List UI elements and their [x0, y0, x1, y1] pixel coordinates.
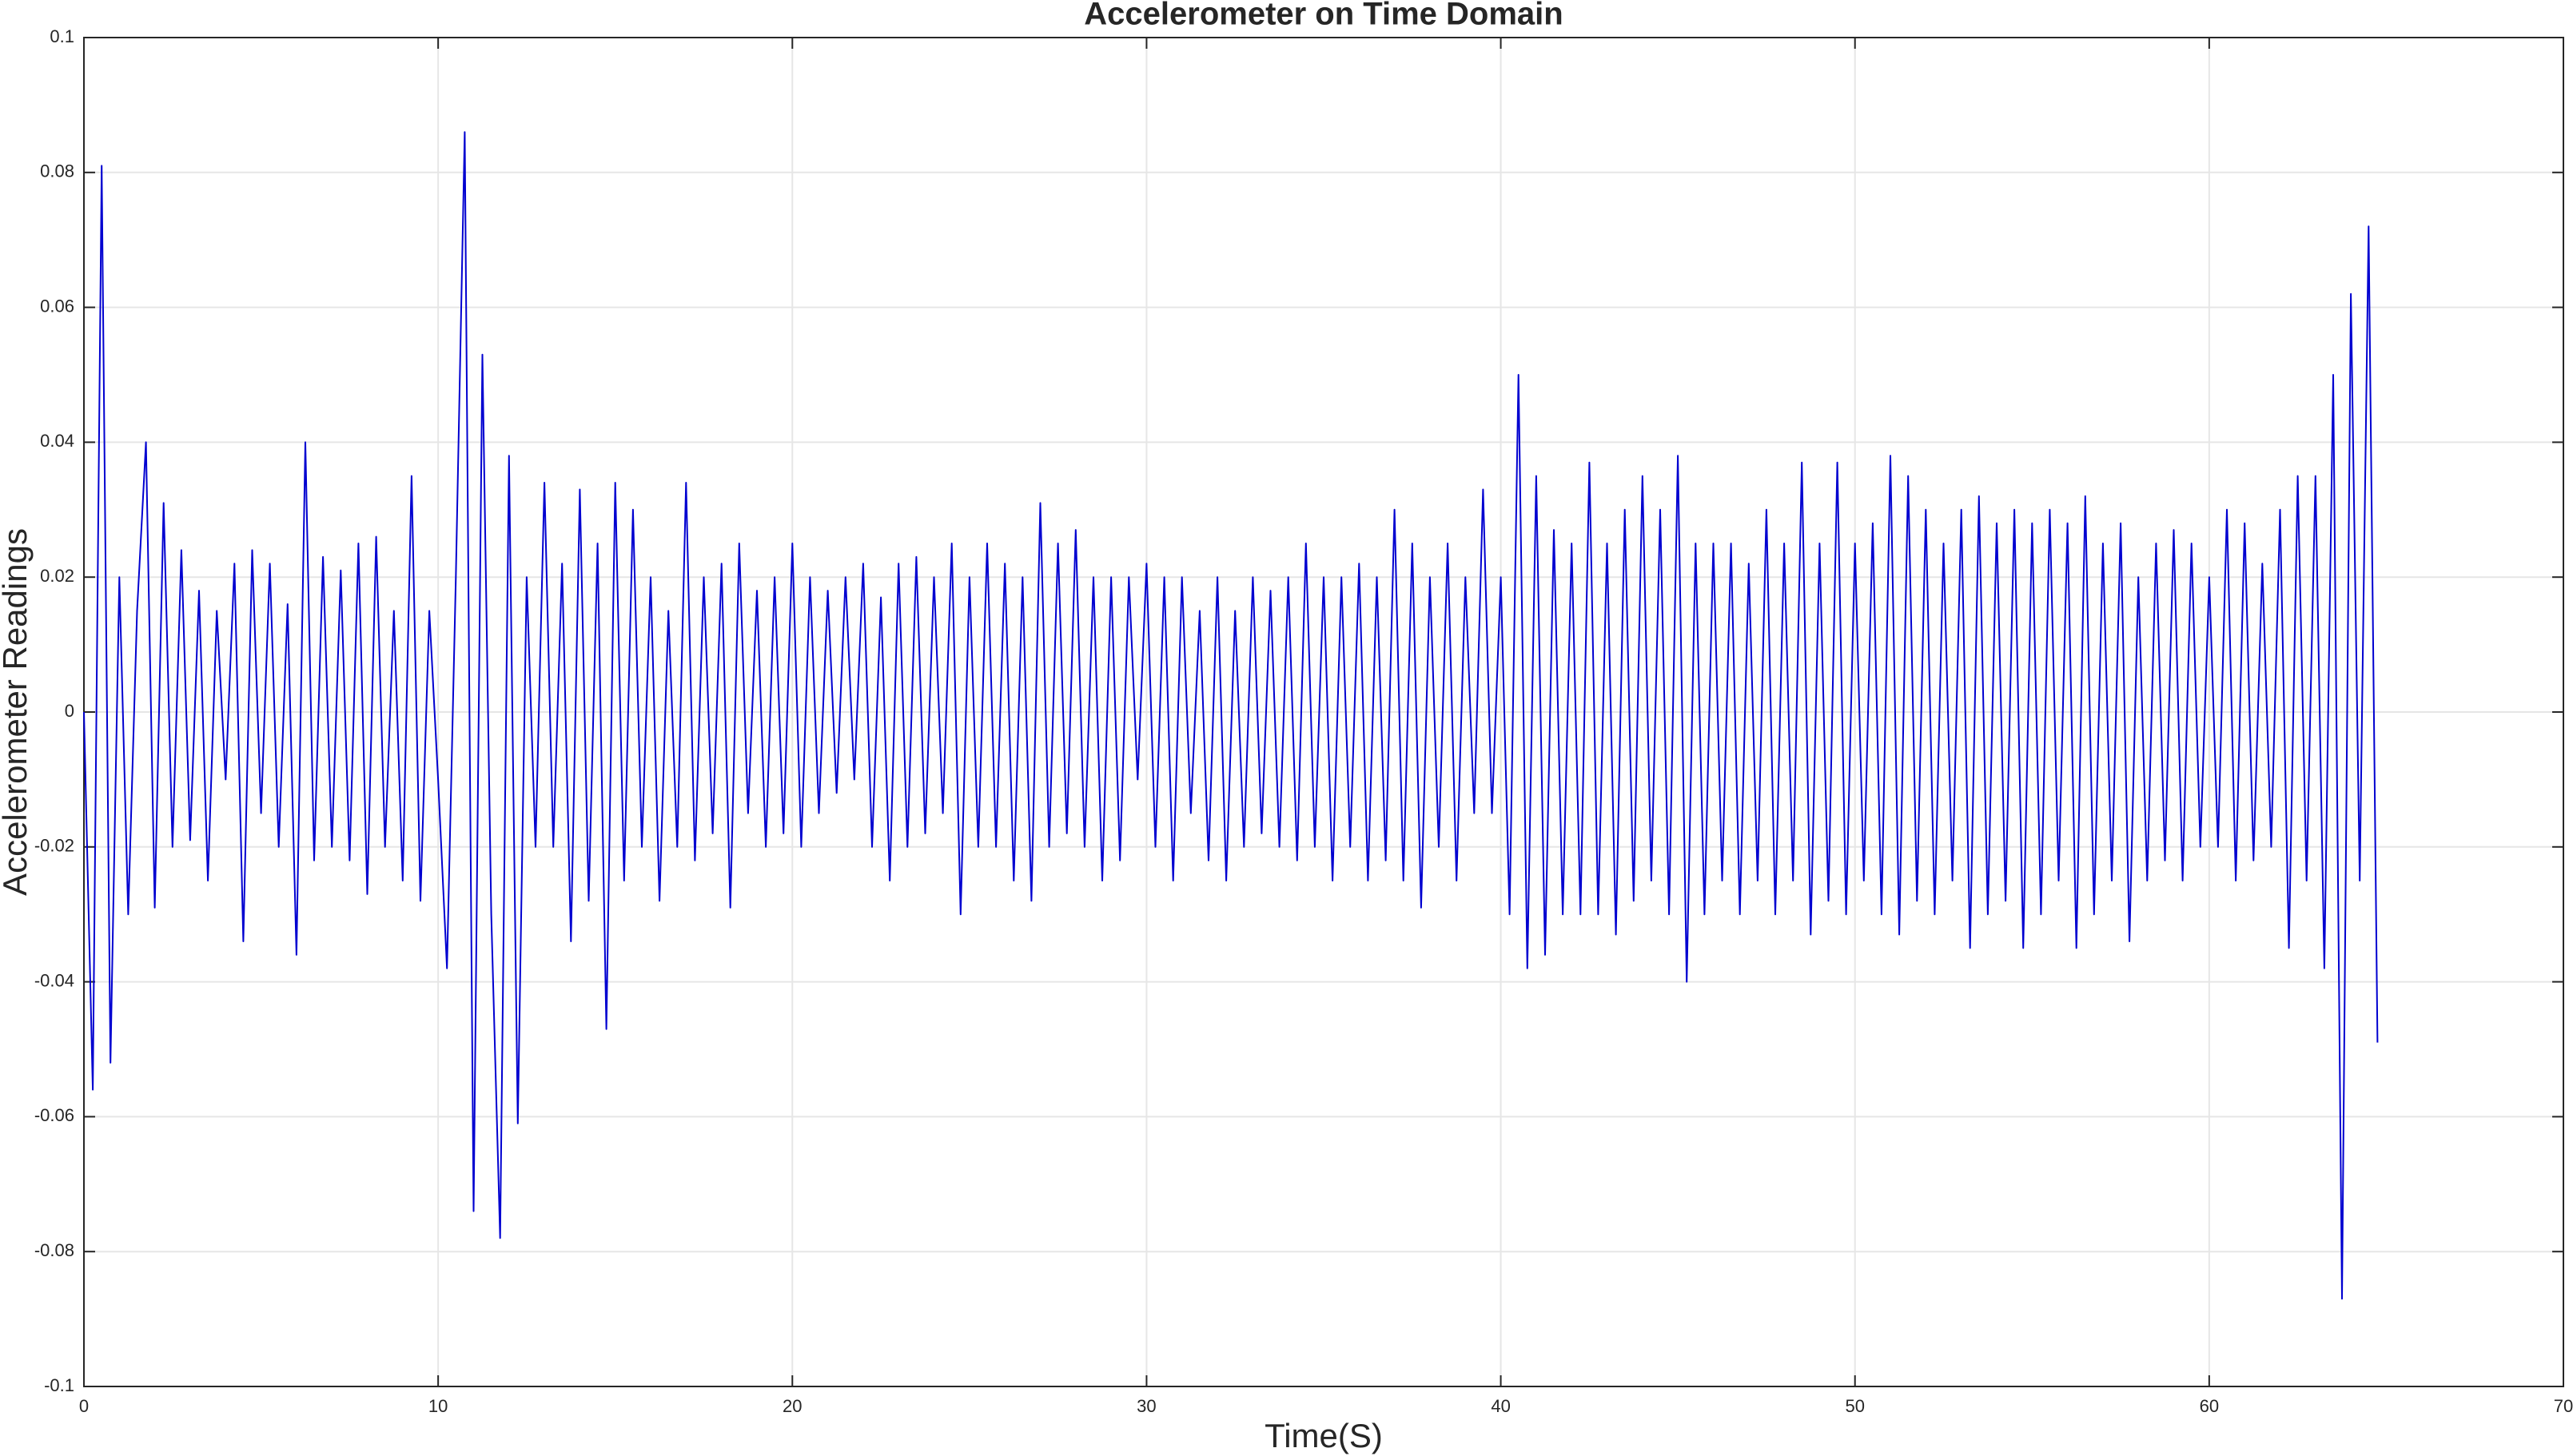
x-tick-label: 30	[1137, 1396, 1156, 1416]
y-tick-label: -0.02	[34, 836, 74, 856]
x-tick-label: 10	[428, 1396, 448, 1416]
x-tick-label: 70	[2554, 1396, 2573, 1416]
y-tick-label: -0.08	[34, 1240, 74, 1260]
y-tick-label: 0.02	[40, 566, 74, 586]
x-tick-label: 20	[783, 1396, 802, 1416]
y-tick-label: -0.1	[44, 1375, 74, 1395]
y-tick-label: 0.06	[40, 296, 74, 316]
chart-title: Accelerometer on Time Domain	[1084, 0, 1563, 32]
y-tick-label: 0.08	[40, 161, 74, 181]
x-tick-label: 50	[1845, 1396, 1864, 1416]
x-tick-label: 0	[79, 1396, 89, 1416]
y-tick-label: -0.04	[34, 970, 74, 990]
y-tick-label: 0.04	[40, 431, 74, 451]
y-tick-label: 0	[65, 701, 74, 721]
x-axis-label: Time(S)	[1265, 1417, 1383, 1454]
y-tick-label: -0.06	[34, 1105, 74, 1125]
y-tick-label: 0.1	[50, 26, 74, 46]
x-tick-label: 40	[1491, 1396, 1510, 1416]
data-line	[83, 131, 2379, 1300]
y-axis-label: Accelerometer Readings	[0, 528, 34, 896]
x-tick-label: 60	[2200, 1396, 2219, 1416]
